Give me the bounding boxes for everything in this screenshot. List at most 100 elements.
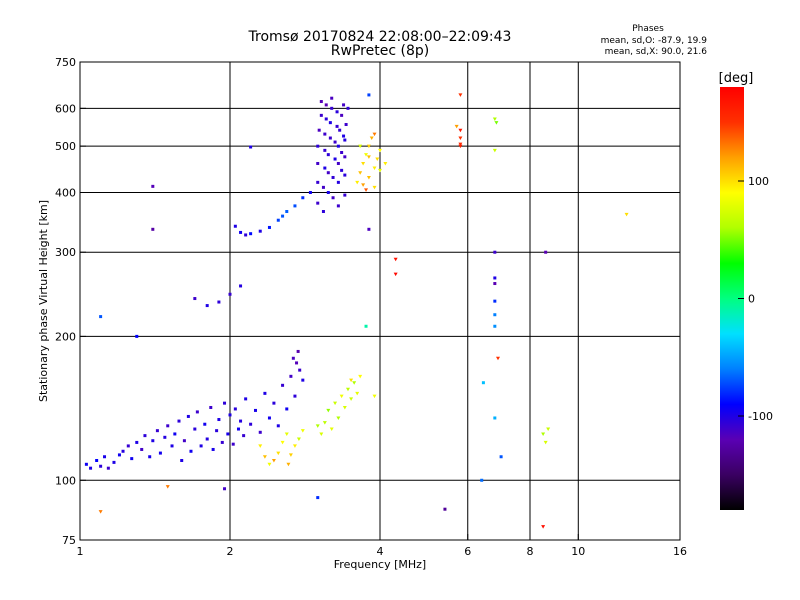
y-tick-label: 75 xyxy=(62,534,76,547)
o-mode-point xyxy=(267,416,271,420)
o-mode-point xyxy=(293,204,297,208)
colorbar-ticks: 100 0 -100 xyxy=(738,175,773,423)
o-mode-point xyxy=(481,381,485,385)
o-mode-point xyxy=(205,304,209,308)
phases-title: Phases xyxy=(632,24,664,34)
o-mode-point xyxy=(217,300,221,304)
o-mode-point xyxy=(443,507,447,511)
x-mode-point xyxy=(383,161,388,166)
x-mode-point xyxy=(458,128,463,133)
x-mode-point xyxy=(546,427,551,432)
x-mode-point xyxy=(378,168,382,173)
o-mode-point xyxy=(163,435,167,439)
x-mode-point xyxy=(262,455,267,459)
o-mode-point xyxy=(267,225,271,229)
x-mode-point xyxy=(322,421,327,425)
o-mode-point xyxy=(343,173,347,177)
o-mode-point xyxy=(326,190,330,194)
x-mode-point xyxy=(358,171,363,175)
phases-x-stats: mean, sd,X: 90.0, 21.6 xyxy=(605,47,708,57)
y-tick-label: 100 xyxy=(55,474,76,487)
o-mode-point xyxy=(317,128,321,132)
o-mode-point xyxy=(84,462,88,466)
o-mode-point xyxy=(316,180,320,184)
o-mode-point xyxy=(177,419,181,423)
x-mode-point xyxy=(286,462,291,467)
x-tick-label: 1 xyxy=(77,545,84,558)
o-mode-point xyxy=(228,413,232,417)
x-tick-label: 10 xyxy=(571,545,585,558)
x-mode-point xyxy=(361,161,366,166)
o-mode-point xyxy=(343,155,347,159)
o-mode-point xyxy=(323,148,327,152)
x-mode-point xyxy=(458,136,463,141)
x-mode-point xyxy=(494,121,499,125)
o-mode-point xyxy=(166,424,170,428)
o-mode-point xyxy=(195,410,199,414)
o-mode-point xyxy=(335,110,339,114)
o-mode-point xyxy=(148,455,152,459)
o-mode-point xyxy=(158,451,162,455)
y-axis-label: Stationary phase Virtual Height [km] xyxy=(37,200,50,402)
o-mode-point xyxy=(316,201,320,205)
o-mode-point xyxy=(130,457,134,461)
o-mode-point xyxy=(324,103,328,107)
x-mode-point xyxy=(271,458,276,463)
o-mode-point xyxy=(228,292,232,296)
o-mode-point xyxy=(182,439,186,443)
data-points xyxy=(84,93,629,529)
o-mode-point xyxy=(480,478,484,482)
o-mode-point xyxy=(281,214,285,218)
o-mode-point xyxy=(249,145,253,149)
o-mode-point xyxy=(328,136,332,140)
x-mode-point xyxy=(349,397,354,401)
o-mode-point xyxy=(295,361,299,365)
x-mode-point xyxy=(458,144,463,149)
o-mode-point xyxy=(106,466,110,470)
x-mode-point xyxy=(165,485,170,489)
y-tick-label: 300 xyxy=(55,246,76,259)
o-mode-point xyxy=(249,422,253,426)
o-mode-point xyxy=(239,284,243,288)
axis-ticks: 1 2 4 6 8 10 16 75 100 200 300 400 500 600 750 xyxy=(55,56,687,558)
x-mode-point xyxy=(336,416,341,420)
o-mode-point xyxy=(336,180,340,184)
o-mode-point xyxy=(193,297,197,301)
o-mode-point xyxy=(330,96,334,100)
o-mode-point xyxy=(493,276,497,280)
x-mode-point xyxy=(276,451,281,456)
o-mode-point xyxy=(223,487,227,491)
x-mode-point xyxy=(315,424,320,428)
o-mode-point xyxy=(499,455,503,459)
x-mode-point xyxy=(364,188,369,192)
o-mode-point xyxy=(308,190,312,194)
o-mode-point xyxy=(336,161,340,165)
x-mode-point xyxy=(366,175,371,180)
x-mode-point xyxy=(372,132,377,137)
o-mode-point xyxy=(103,455,107,459)
o-mode-point xyxy=(340,168,344,172)
x-mode-point xyxy=(98,510,103,514)
o-mode-point xyxy=(333,140,337,144)
o-mode-point xyxy=(236,427,240,431)
x-mode-point xyxy=(361,183,366,187)
x-mode-point xyxy=(393,257,398,262)
o-mode-point xyxy=(233,407,237,411)
o-mode-point xyxy=(319,113,323,117)
o-mode-point xyxy=(135,334,139,338)
o-mode-point xyxy=(333,157,337,161)
o-mode-point xyxy=(493,299,497,303)
o-mode-point xyxy=(319,100,323,104)
o-mode-point xyxy=(340,150,344,154)
o-mode-point xyxy=(170,444,174,448)
o-mode-point xyxy=(209,405,213,409)
o-mode-point xyxy=(180,458,184,462)
x-mode-point xyxy=(541,432,546,436)
o-mode-point xyxy=(544,250,548,254)
x-mode-point xyxy=(296,437,301,441)
x-mode-point xyxy=(267,462,272,467)
y-tick-label: 500 xyxy=(55,140,76,153)
o-mode-point xyxy=(298,368,302,372)
x-mode-point xyxy=(345,387,350,392)
